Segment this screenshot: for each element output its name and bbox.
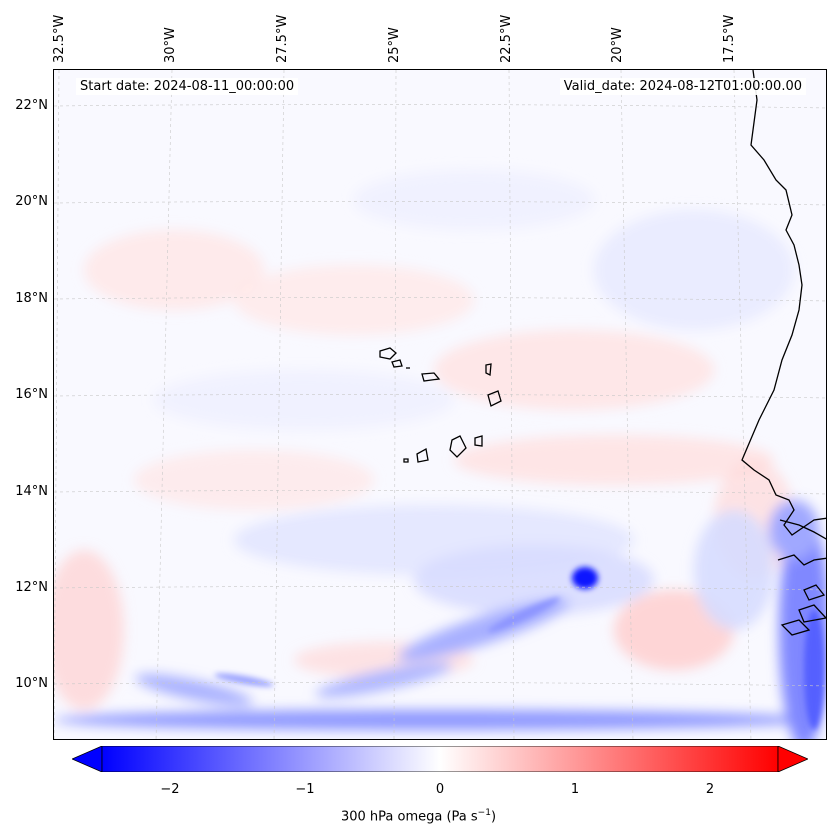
omega-peaks	[214, 567, 824, 730]
lat-label-12n: 12°N	[15, 580, 48, 595]
colorbar-tick-neg1: −1	[295, 782, 315, 797]
colorbar-tick-1: 1	[570, 782, 580, 797]
colorbar	[72, 746, 808, 772]
lat-label-14n: 14°N	[15, 484, 48, 499]
islands	[379, 347, 502, 463]
start-date-label: Start date: 2024-08-11_00:00:00	[76, 78, 299, 95]
omega-field	[54, 170, 826, 739]
map-panel: Start date: 2024-08-11_00:00:00 Valid_da…	[53, 69, 827, 740]
colorbar-tick-2: 2	[705, 782, 715, 797]
graticule	[54, 70, 826, 739]
colorbar-title: 300 hPa omega (Pa s−1)	[340, 808, 497, 825]
colorbar-tick-0: 0	[435, 782, 445, 797]
valid-date-label: Valid_date: 2024-08-12T01:00:00.00	[559, 78, 806, 95]
lat-label-20n: 20°N	[15, 194, 48, 209]
lon-label-30w: 30°W	[163, 27, 178, 63]
lat-label-22n: 22°N	[15, 98, 48, 113]
colorbar-extend-max	[777, 746, 808, 772]
colorbar-tick-neg2: −2	[160, 782, 180, 797]
lon-label-20w: 20°W	[610, 27, 625, 63]
colorbar-extend-min	[72, 746, 103, 772]
lat-label-18n: 18°N	[15, 291, 48, 306]
lon-label-25w: 25°W	[387, 27, 402, 63]
lon-label-32-5w: 32.5°W	[52, 14, 67, 63]
coastline	[741, 70, 826, 636]
lat-label-10n: 10°N	[15, 676, 48, 691]
colorbar-gradient	[101, 746, 779, 772]
lon-label-22-5w: 22.5°W	[499, 14, 514, 63]
lat-label-16n: 16°N	[15, 387, 48, 402]
omega-field-map	[54, 70, 826, 739]
lon-label-27-5w: 27.5°W	[275, 14, 290, 63]
lon-label-17-5w: 17.5°W	[722, 14, 737, 63]
